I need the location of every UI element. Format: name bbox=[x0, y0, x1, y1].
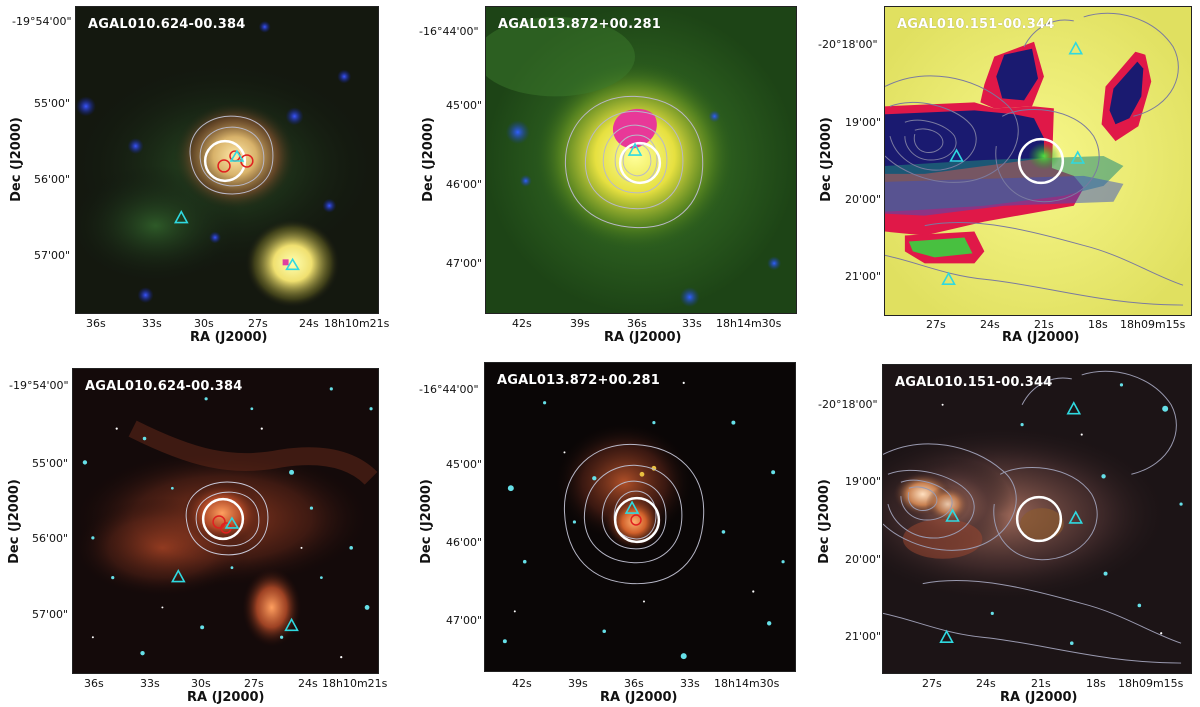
ra-axis-label: RA (J2000) bbox=[604, 330, 682, 345]
ra-axis-label: RA (J2000) bbox=[600, 690, 678, 705]
ra-tick: 33s bbox=[682, 317, 702, 330]
dec-tick: 56'00" bbox=[32, 532, 69, 545]
dec-tick: 47'00" bbox=[446, 614, 483, 627]
ra-tick: 27s bbox=[922, 677, 942, 690]
dec-tick: 45'00" bbox=[446, 99, 483, 112]
ra-tick: 30s bbox=[194, 317, 214, 330]
panel-bottom-left: AGAL010.624-00.384 bbox=[72, 368, 379, 674]
dec-axis-label: Dec (J2000) bbox=[6, 479, 22, 564]
dec-tick: 56'00" bbox=[34, 173, 71, 186]
sky-image bbox=[76, 7, 378, 313]
ra-tick: 36s bbox=[624, 677, 644, 690]
dec-tick: -16°44'00" bbox=[419, 25, 479, 38]
ra-tick: 33s bbox=[142, 317, 162, 330]
dec-tick: 21'00" bbox=[845, 630, 882, 643]
sky-image bbox=[73, 369, 378, 673]
panel-title: AGAL010.624-00.384 bbox=[88, 17, 246, 32]
ra-tick: 39s bbox=[570, 317, 590, 330]
dec-axis-label: Dec (J2000) bbox=[818, 117, 834, 202]
ra-tick: 18h14m30s bbox=[716, 317, 782, 330]
dec-tick: 19'00" bbox=[845, 116, 882, 129]
sky-image bbox=[885, 7, 1191, 315]
dec-tick: 46'00" bbox=[446, 178, 483, 191]
ra-tick: 27s bbox=[248, 317, 268, 330]
ra-tick: 27s bbox=[244, 677, 264, 690]
dec-tick: 20'00" bbox=[845, 553, 882, 566]
ra-tick: 18h09m15s bbox=[1120, 318, 1186, 331]
panel-top-middle: AGAL013.872+00.281 bbox=[485, 6, 797, 314]
dec-tick: 47'00" bbox=[446, 257, 483, 270]
ra-tick: 24s bbox=[298, 677, 318, 690]
dec-axis-label: Dec (J2000) bbox=[816, 479, 832, 564]
dec-tick: 21'00" bbox=[845, 270, 882, 283]
ra-tick: 39s bbox=[568, 677, 588, 690]
sky-image bbox=[883, 365, 1191, 673]
sky-image bbox=[485, 363, 795, 671]
ra-tick: 36s bbox=[627, 317, 647, 330]
ra-tick: 18s bbox=[1088, 318, 1108, 331]
dec-tick: -19°54'00" bbox=[12, 15, 72, 28]
ra-axis-label: RA (J2000) bbox=[187, 690, 265, 705]
ra-tick: 24s bbox=[299, 317, 319, 330]
ra-tick: 24s bbox=[980, 318, 1000, 331]
dec-tick: 55'00" bbox=[34, 97, 71, 110]
ra-tick: 30s bbox=[191, 677, 211, 690]
panel-title: AGAL010.151-00.344 bbox=[897, 17, 1055, 32]
ra-tick: 18h10m21s bbox=[324, 317, 390, 330]
dec-tick: 57'00" bbox=[34, 249, 71, 262]
sky-image bbox=[486, 7, 796, 313]
dec-tick: 55'00" bbox=[32, 457, 69, 470]
panel-title: AGAL010.624-00.384 bbox=[85, 379, 243, 394]
ra-tick: 33s bbox=[680, 677, 700, 690]
dec-axis-label: Dec (J2000) bbox=[420, 117, 436, 202]
dec-tick: -19°54'00" bbox=[9, 379, 69, 392]
ra-tick: 36s bbox=[84, 677, 104, 690]
ra-tick: 33s bbox=[140, 677, 160, 690]
panel-title: AGAL010.151-00.344 bbox=[895, 375, 1053, 390]
ra-tick: 18s bbox=[1086, 677, 1106, 690]
ra-tick: 21s bbox=[1034, 318, 1054, 331]
dec-tick: -20°18'00" bbox=[818, 38, 878, 51]
dec-tick: 57'00" bbox=[32, 608, 69, 621]
dec-tick: 46'00" bbox=[446, 536, 483, 549]
panel-bottom-middle: AGAL013.872+00.281 bbox=[484, 362, 796, 672]
panel-title: AGAL013.872+00.281 bbox=[498, 17, 661, 32]
dec-tick: -16°44'00" bbox=[419, 383, 479, 396]
dec-tick: 19'00" bbox=[845, 475, 882, 488]
dec-tick: 45'00" bbox=[446, 458, 483, 471]
panel-top-left: AGAL010.624-00.384 bbox=[75, 6, 379, 314]
ra-tick: 18h10m21s bbox=[322, 677, 388, 690]
ra-tick: 42s bbox=[512, 317, 532, 330]
ra-tick: 21s bbox=[1031, 677, 1051, 690]
ra-axis-label: RA (J2000) bbox=[1002, 330, 1080, 345]
dec-tick: -20°18'00" bbox=[818, 398, 878, 411]
dec-axis-label: Dec (J2000) bbox=[418, 479, 434, 564]
panel-bottom-right: AGAL010.151-00.344 bbox=[882, 364, 1192, 674]
ra-tick: 27s bbox=[926, 318, 946, 331]
ra-tick: 18h09m15s bbox=[1118, 677, 1184, 690]
ra-axis-label: RA (J2000) bbox=[190, 330, 268, 345]
ra-tick: 36s bbox=[86, 317, 106, 330]
ra-axis-label: RA (J2000) bbox=[1000, 690, 1078, 705]
ra-tick: 24s bbox=[976, 677, 996, 690]
dec-tick: 20'00" bbox=[845, 193, 882, 206]
dec-axis-label: Dec (J2000) bbox=[8, 117, 24, 202]
panel-top-right: AGAL010.151-00.344 bbox=[884, 6, 1192, 316]
ra-tick: 18h14m30s bbox=[714, 677, 780, 690]
panel-title: AGAL013.872+00.281 bbox=[497, 373, 660, 388]
ra-tick: 42s bbox=[512, 677, 532, 690]
